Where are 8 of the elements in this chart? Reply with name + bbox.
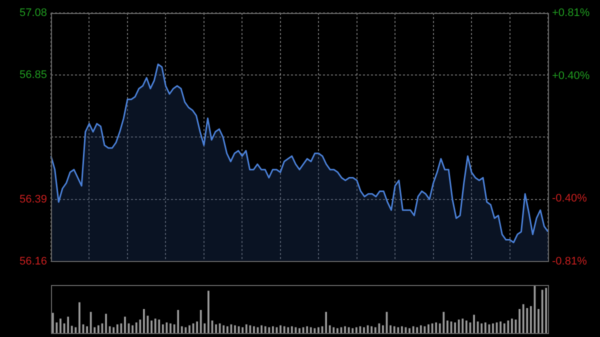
- y-tick-label: 56.85: [19, 69, 47, 82]
- y2-tick-label: -0.40%: [552, 192, 588, 205]
- y-tick-label: 57.08: [19, 7, 47, 20]
- y-tick-label: 56.16: [19, 255, 47, 268]
- y2-tick-label: +0.81%: [552, 7, 590, 20]
- y-tick-label: 56.39: [19, 193, 47, 206]
- y2-tick-label: +0.40%: [552, 70, 590, 82]
- y2-tick-label: -0.81%: [552, 255, 588, 268]
